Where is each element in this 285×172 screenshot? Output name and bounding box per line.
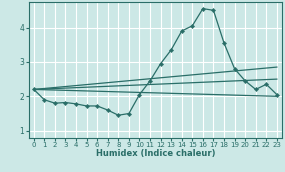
X-axis label: Humidex (Indice chaleur): Humidex (Indice chaleur) bbox=[95, 149, 215, 158]
